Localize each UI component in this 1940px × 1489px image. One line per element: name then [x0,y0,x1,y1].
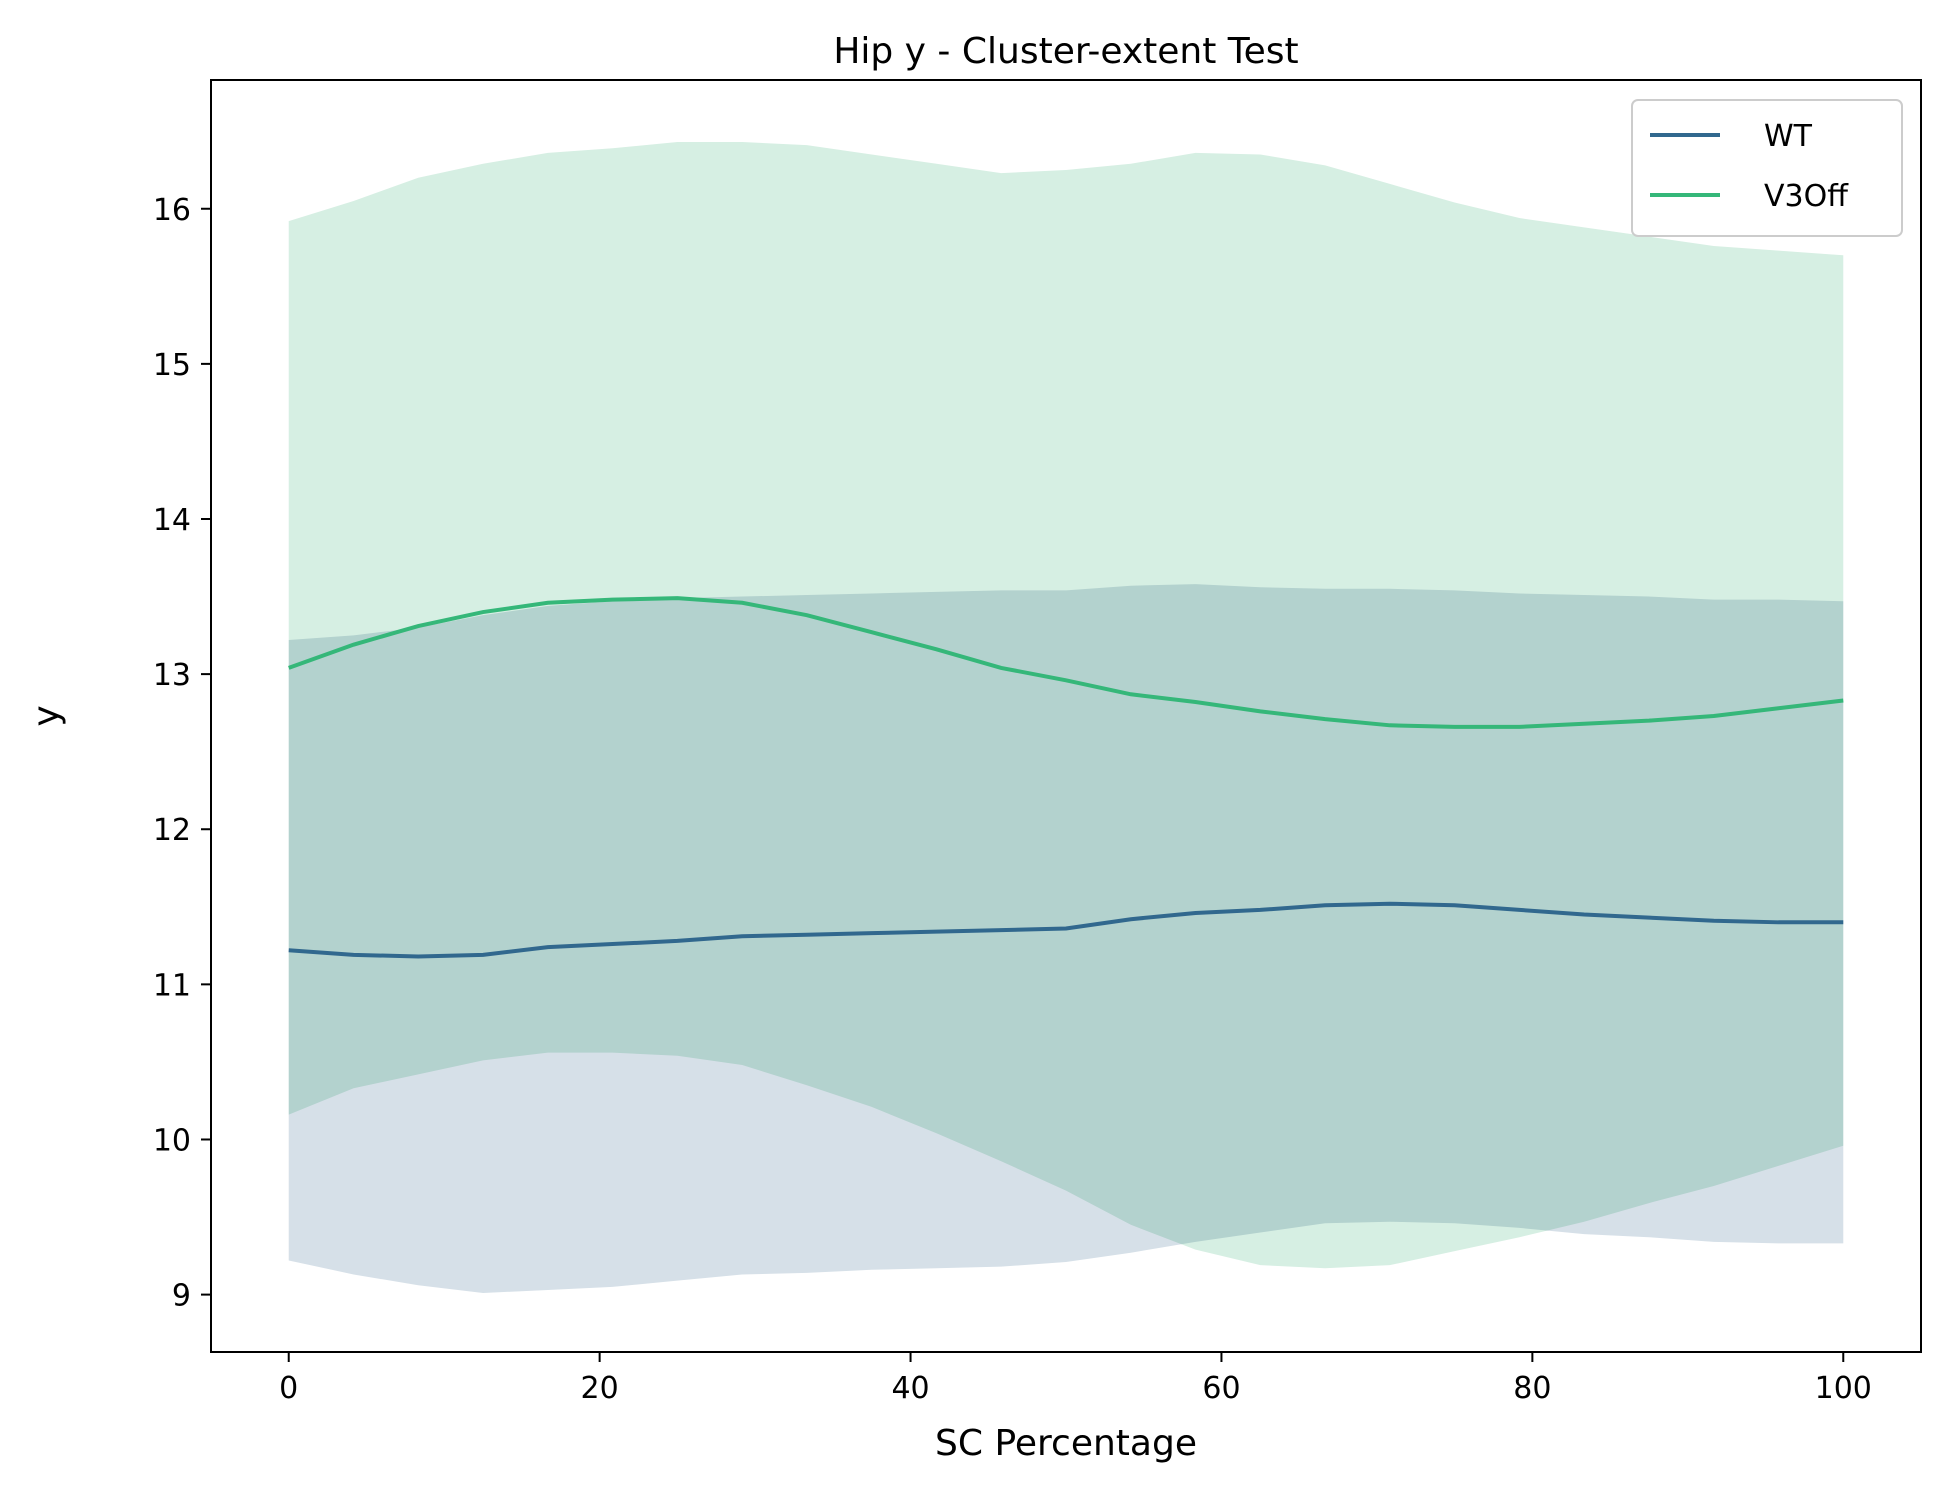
x-tick-label: 40 [891,1371,929,1406]
x-tick-label: 60 [1202,1371,1240,1406]
x-tick-label: 100 [1815,1371,1872,1406]
y-tick-label: 12 [153,813,191,848]
series-line-v3off [288,596,1844,729]
x-tick-label: 80 [1513,1371,1551,1406]
y-axis-ticks: 9 10 11 12 13 14 15 16 [153,193,211,1314]
series-lines [288,596,1844,959]
band-v3off [288,142,1844,1269]
y-tick-label: 14 [153,503,191,538]
y-tick-label: 11 [153,968,191,1003]
y-tick-label: 16 [153,193,191,228]
plot-frame [210,79,1922,1353]
chart-title: Hip y - Cluster-extent Test [833,31,1298,72]
x-axis-ticks: 0 20 40 60 80 100 [279,1352,1872,1406]
y-axis-label: y [26,705,67,726]
y-tick-label: 15 [153,348,191,383]
legend-label-v3off: V3Off [1764,179,1849,214]
legend-label-wt: WT [1764,119,1813,154]
x-tick-label: 0 [279,1371,298,1406]
x-tick-label: 20 [581,1371,619,1406]
y-tick-label: 9 [172,1279,191,1314]
y-tick-label: 13 [153,658,191,693]
legend: WT V3Off [1631,99,1903,237]
y-tick-label: 10 [153,1123,191,1158]
x-axis-label: SC Percentage [935,1423,1197,1464]
confidence-bands [288,142,1844,1294]
series-line-wt [288,901,1844,959]
